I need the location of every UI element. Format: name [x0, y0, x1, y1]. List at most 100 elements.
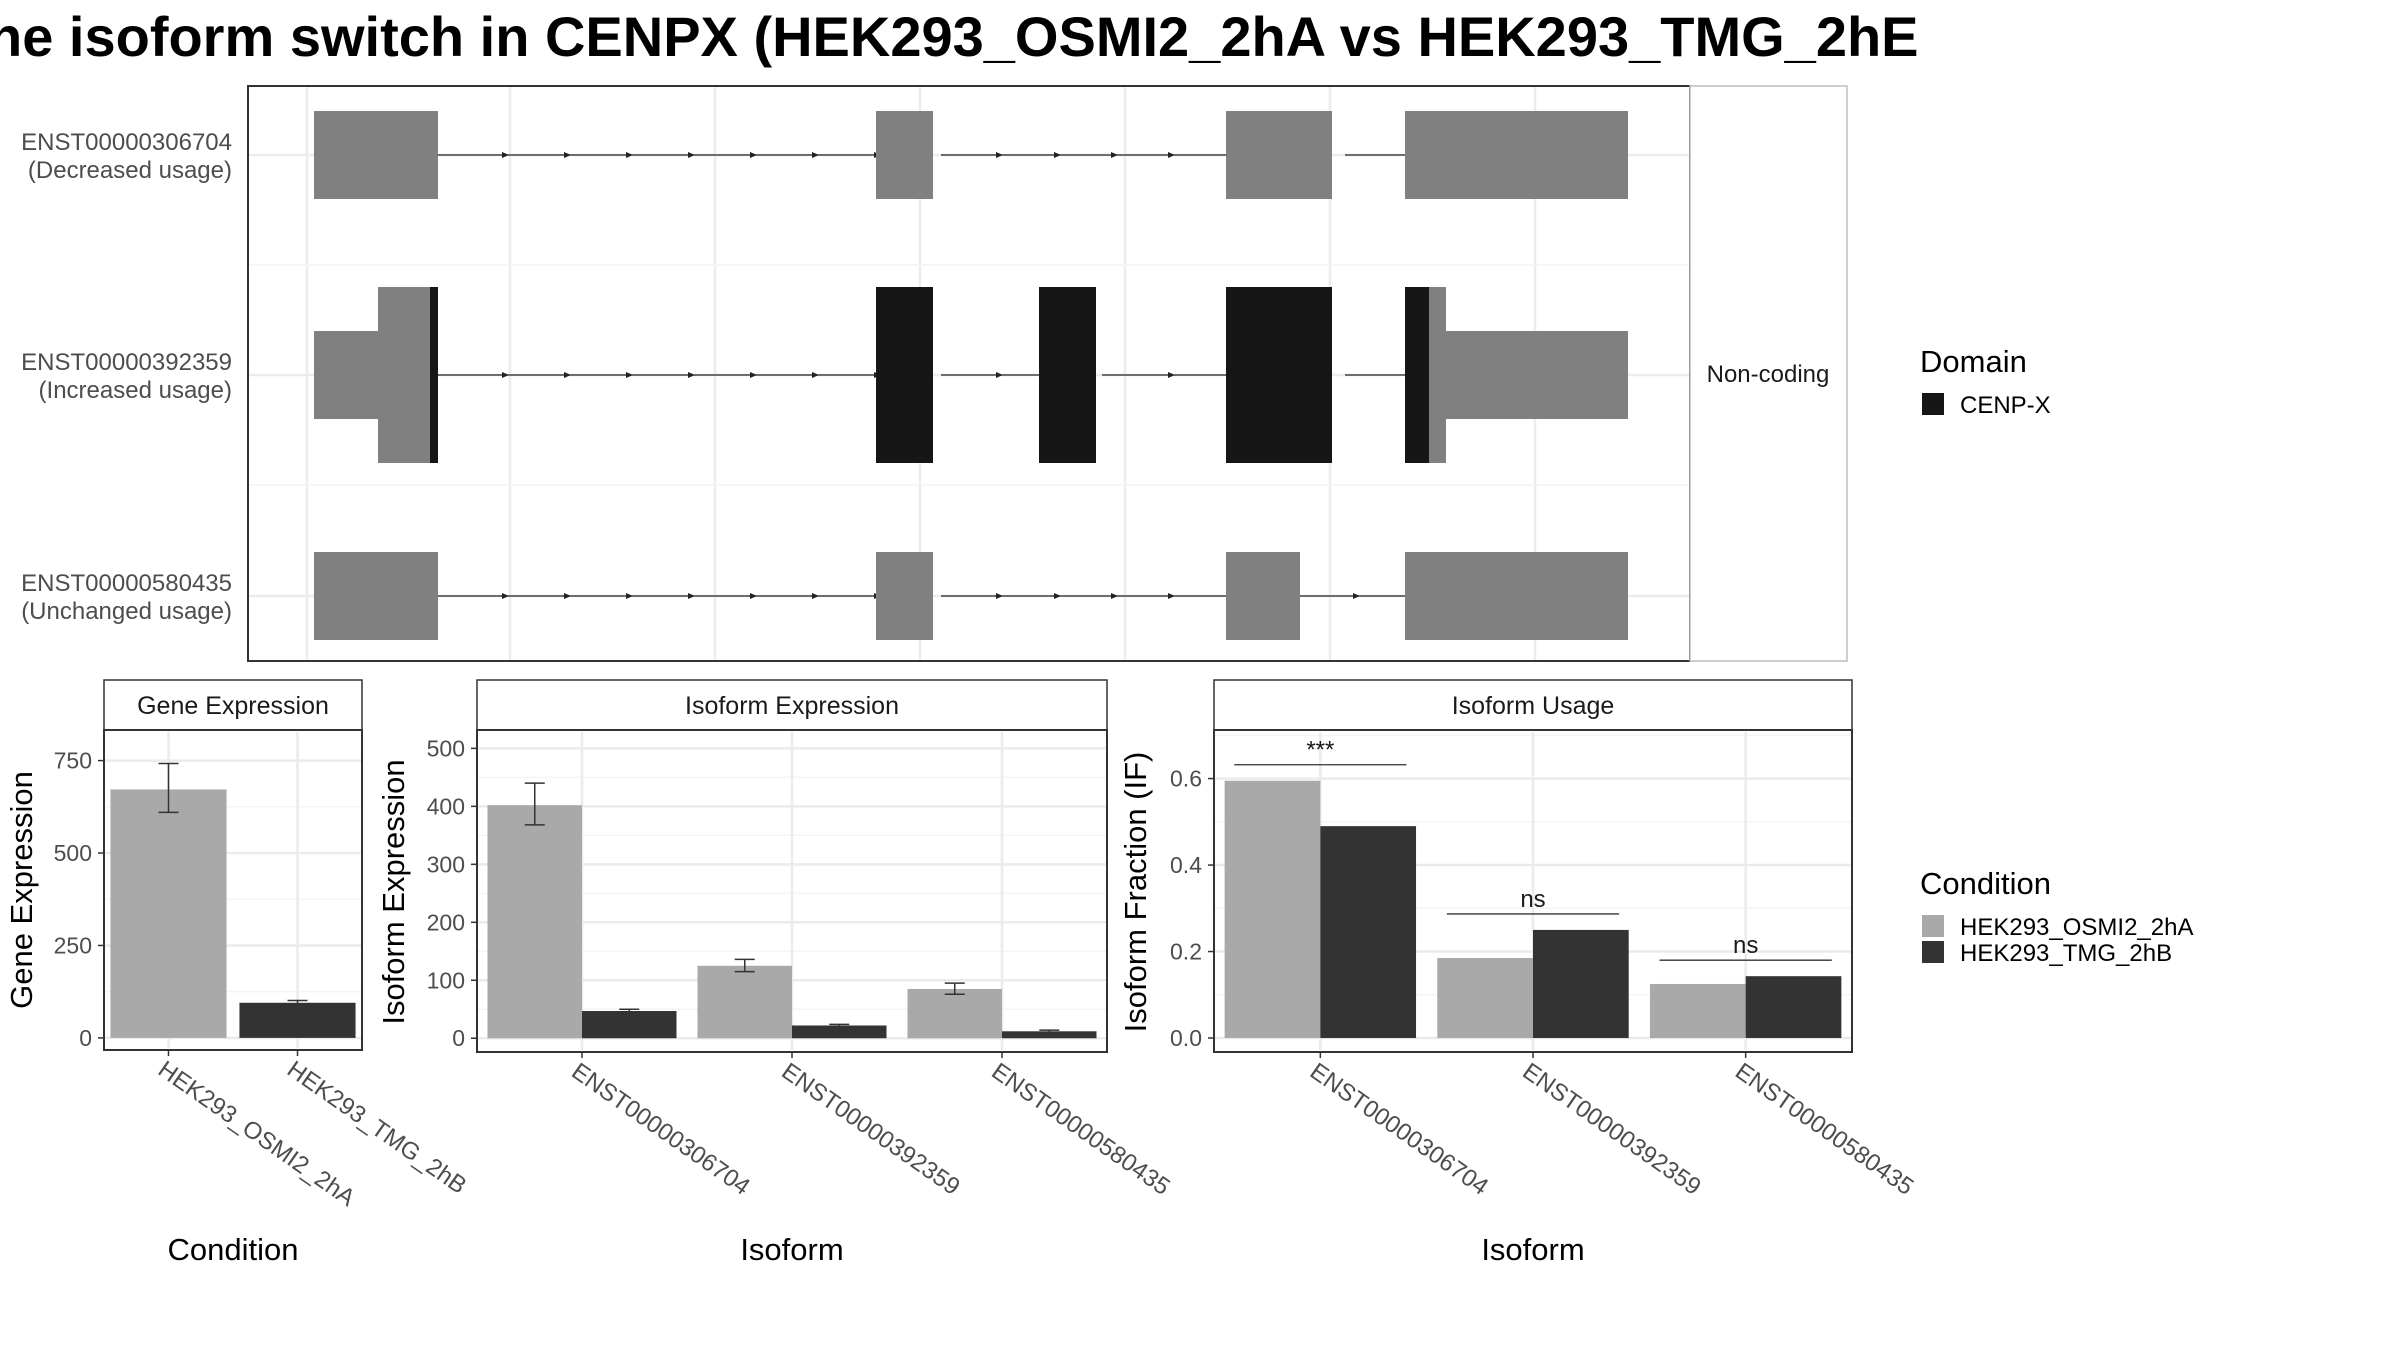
- y-tick-label: 750: [54, 748, 92, 774]
- exon: [1405, 552, 1628, 640]
- y-tick-label: 0.2: [1170, 939, 1202, 965]
- exon: [876, 287, 933, 463]
- bar-ENST00000392359-HEK293_TMG_2hB: [792, 1025, 887, 1039]
- y-tick-label: 200: [427, 909, 465, 935]
- strand-arrow: [564, 372, 571, 378]
- strand-arrow: [564, 152, 571, 158]
- gene-expression-x-axis-label: Condition: [168, 1232, 299, 1267]
- strand-arrow: [1054, 152, 1061, 158]
- strand-arrow: [812, 372, 819, 378]
- exon: [876, 552, 933, 640]
- isoform-structure-ENST00000306704: [314, 111, 1628, 199]
- y-tick-label: 500: [54, 840, 92, 866]
- y-tick-label: 250: [54, 932, 92, 958]
- isoform-label-3-id: ENST00000580435: [21, 570, 232, 597]
- significance-label: ***: [1306, 737, 1334, 764]
- exon: [314, 552, 438, 640]
- exon: [1429, 287, 1446, 463]
- strip-label-non-coding: Non-coding: [1707, 361, 1830, 388]
- significance-label: ns: [1733, 932, 1758, 959]
- bar-ENST00000580435-HEK293_TMG_2hB: [1745, 976, 1842, 1039]
- strand-arrow: [812, 152, 819, 158]
- gene-expression-bars: [110, 762, 356, 1038]
- strand-arrow: [502, 372, 509, 378]
- bar-ENST00000306704-HEK293_TMG_2hB: [1320, 826, 1417, 1039]
- isoform-structures: [314, 111, 1628, 640]
- figure-title: he isoform switch in CENPX (HEK293_OSMI2…: [0, 5, 1919, 68]
- y-tick-label: 100: [427, 967, 465, 993]
- y-tick-label: 0: [79, 1025, 92, 1051]
- strand-arrow: [1054, 593, 1061, 599]
- isoform-usage-y-ticks: 0.0 0.2 0.4 0.6: [1170, 766, 1214, 1051]
- strand-arrow: [1353, 593, 1360, 599]
- isoform-usage-title: Isoform Usage: [1452, 692, 1615, 720]
- strand-arrow: [564, 593, 571, 599]
- isoform-label-2-id: ENST00000392359: [21, 349, 232, 376]
- exon: [1226, 552, 1300, 640]
- isoform-usage-y-axis-label: Isoform Fraction (IF): [1118, 752, 1153, 1033]
- strand-arrow: [502, 152, 509, 158]
- isoform-expression-bars: [487, 782, 1097, 1039]
- y-tick-label: 400: [427, 793, 465, 819]
- bar-ENST00000580435-HEK293_TMG_2hB: [1002, 1031, 1097, 1039]
- strand-arrow: [626, 593, 633, 599]
- strand-arrow: [750, 593, 757, 599]
- y-tick-label: 0.4: [1170, 852, 1202, 878]
- exon: [1226, 287, 1332, 463]
- exon: [314, 111, 438, 199]
- strand-arrow: [812, 593, 819, 599]
- isoform-usage-strip: [1213, 679, 1853, 731]
- isoform-structure-ENST00000392359: [314, 287, 1628, 463]
- exon: [1446, 331, 1628, 419]
- bar-ENST00000306704-HEK293_TMG_2hB: [582, 1011, 677, 1039]
- isoform-usage-bars: *** ns ns: [1224, 737, 1842, 1039]
- bar-ENST00000392359-HEK293_TMG_2hB: [1533, 929, 1629, 1039]
- exon: [1226, 111, 1332, 199]
- exon: [1039, 287, 1096, 463]
- strand-arrow: [688, 152, 695, 158]
- y-tick-label: 0.0: [1170, 1025, 1202, 1051]
- strand-arrow: [502, 593, 509, 599]
- strand-arrow: [688, 593, 695, 599]
- significance-label: ns: [1520, 886, 1545, 913]
- condition-legend-label-a: HEK293_OSMI2_2hA: [1960, 914, 2193, 941]
- gene-expression-strip: [103, 679, 363, 731]
- bar-ENST00000580435-HEK293_OSMI2_2hA: [907, 988, 1002, 1039]
- y-tick-label: 300: [427, 851, 465, 877]
- strand-arrow: [996, 372, 1003, 378]
- isoform-expression-y-axis-label: Isoform Expression: [376, 759, 411, 1024]
- exon: [430, 287, 438, 463]
- gene-expression-y-ticks: 0 250 500 750: [54, 748, 104, 1051]
- bar-ENST00000392359-HEK293_OSMI2_2hA: [1437, 958, 1533, 1039]
- isoform-label-3-usage: (Unchanged usage): [21, 598, 232, 625]
- strand-arrow: [626, 152, 633, 158]
- isoform-label-1-usage: (Decreased usage): [28, 157, 232, 184]
- strand-arrow: [1111, 593, 1118, 599]
- isoform-expression-title: Isoform Expression: [685, 692, 899, 720]
- bar-HEK293_TMG_2hB: [239, 1002, 356, 1038]
- strand-arrow: [750, 372, 757, 378]
- bar-ENST00000392359-HEK293_OSMI2_2hA: [697, 965, 792, 1039]
- isoform-expression-x-axis-label: Isoform: [740, 1232, 843, 1267]
- condition-legend-label-b: HEK293_TMG_2hB: [1960, 940, 2172, 967]
- gene-expression-y-axis-label: Gene Expression: [4, 771, 39, 1009]
- isoform-usage-x-axis-label: Isoform: [1481, 1232, 1584, 1267]
- gene-expression-title: Gene Expression: [137, 692, 329, 720]
- strand-arrow: [750, 152, 757, 158]
- strand-arrow: [1168, 372, 1175, 378]
- strand-arrow: [1111, 152, 1118, 158]
- strand-arrow: [1168, 593, 1175, 599]
- condition-legend-title: Condition: [1920, 866, 2051, 901]
- exon: [314, 331, 379, 419]
- bar-ENST00000306704-HEK293_OSMI2_2hA: [487, 805, 582, 1039]
- domain-legend: Domain CENP-X: [1920, 344, 2051, 419]
- bar-ENST00000580435-HEK293_OSMI2_2hA: [1649, 983, 1746, 1039]
- exon: [1405, 287, 1429, 463]
- domain-legend-label: CENP-X: [1960, 392, 2051, 419]
- y-tick-label: 0: [452, 1025, 465, 1051]
- y-tick-label: 0.6: [1170, 766, 1202, 792]
- condition-legend: Condition HEK293_OSMI2_2hA HEK293_TMG_2h…: [1920, 866, 2193, 967]
- bar-HEK293_OSMI2_2hA: [110, 789, 227, 1038]
- isoform-label-1-id: ENST00000306704: [21, 129, 232, 156]
